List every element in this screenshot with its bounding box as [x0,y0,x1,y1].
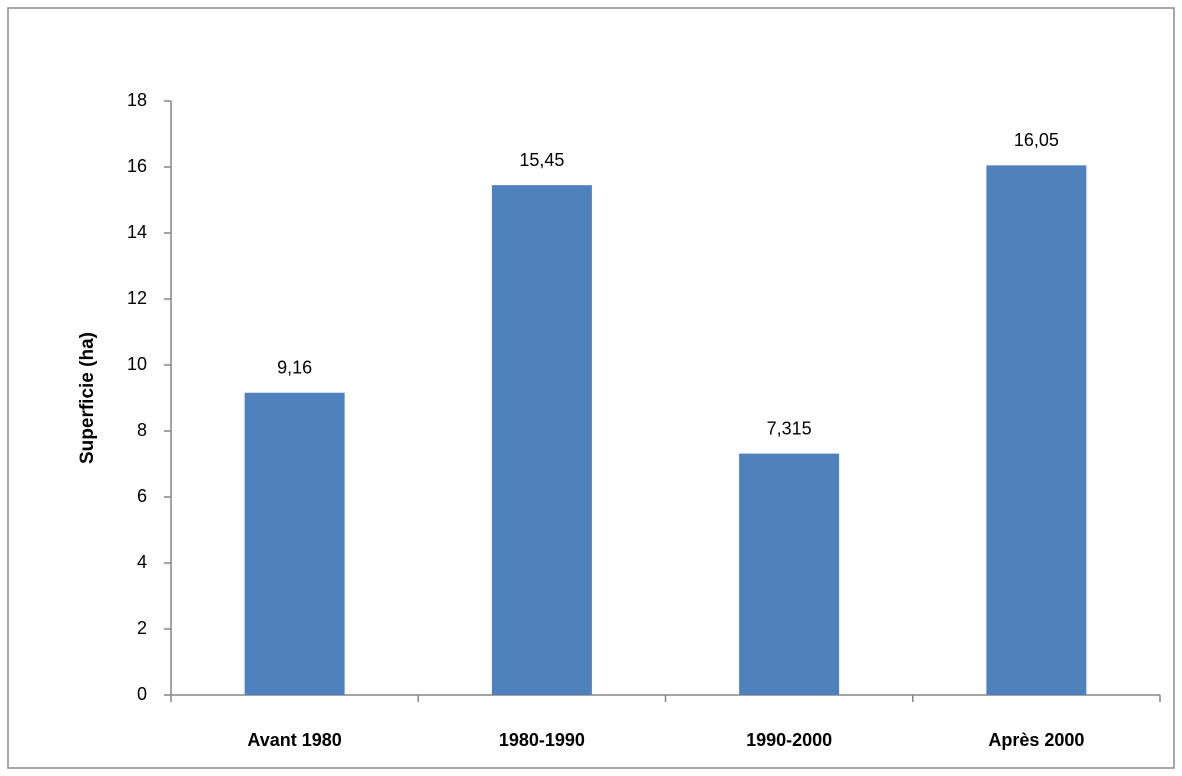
value-label: 16,05 [1014,130,1059,150]
y-tick-label: 18 [127,90,147,110]
y-tick-label: 8 [137,420,147,440]
value-label: 9,16 [277,357,312,377]
value-label: 15,45 [519,150,564,170]
y-tick-label: 12 [127,288,147,308]
value-label: 7,315 [767,418,812,438]
y-axis-title: Superficie (ha) [77,332,98,464]
y-tick-label: 10 [127,354,147,374]
x-tick-label: Après 2000 [988,730,1084,750]
y-tick-label: 16 [127,156,147,176]
y-tick-label: 0 [137,684,147,704]
x-tick-label: 1980-1990 [499,730,585,750]
bar [244,392,345,695]
y-tick-label: 6 [137,486,147,506]
x-tick-label: Avant 1980 [247,730,341,750]
y-tick-label: 2 [137,618,147,638]
bar [739,453,840,695]
x-tick-label: 1990-2000 [746,730,832,750]
y-tick-label: 4 [137,552,147,572]
bar [986,165,1087,696]
y-tick-label: 14 [127,222,147,242]
bar [491,185,592,695]
